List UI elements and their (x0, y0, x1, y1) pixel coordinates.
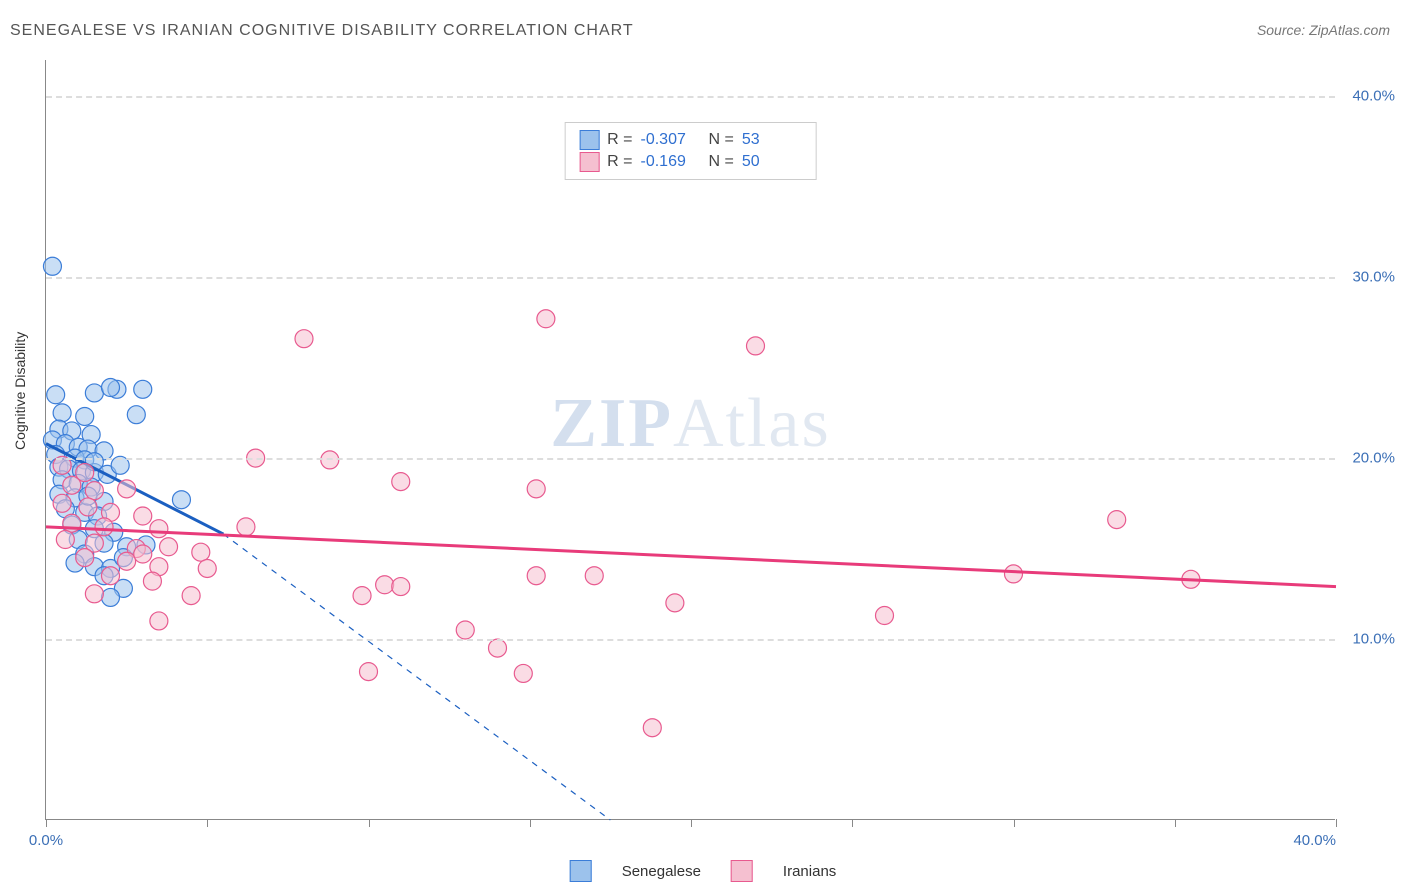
scatter-point (295, 330, 313, 348)
y-tick-label: 10.0% (1352, 631, 1395, 648)
y-tick-label: 40.0% (1352, 88, 1395, 105)
scatter-point (160, 538, 178, 556)
legend-swatch (731, 860, 753, 882)
grid-line (46, 639, 1335, 641)
x-tick (207, 819, 208, 827)
scatter-point (134, 380, 152, 398)
stat-r-value: -0.169 (641, 153, 701, 171)
scatter-point (527, 567, 545, 585)
scatter-point (182, 587, 200, 605)
scatter-point (876, 607, 894, 625)
scatter-point (643, 719, 661, 737)
x-tick (852, 819, 853, 827)
plot-area: ZIPAtlas 10.0%20.0%30.0%40.0% 0.0%40.0% … (45, 60, 1335, 820)
scatter-point (666, 594, 684, 612)
scatter-point (747, 337, 765, 355)
scatter-point (360, 663, 378, 681)
scatter-point (95, 518, 113, 536)
x-tick (1175, 819, 1176, 827)
stat-n-label: N = (709, 131, 734, 149)
stats-row: R = -0.169 N = 50 (579, 152, 802, 172)
x-tick (1014, 819, 1015, 827)
stat-r-label: R = (607, 153, 632, 171)
scatter-point (143, 572, 161, 590)
legend-swatch (579, 152, 599, 172)
scatter-point (79, 498, 97, 516)
legend-label: Senegalese (622, 863, 701, 880)
grid-line (46, 96, 1335, 98)
y-tick-label: 20.0% (1352, 450, 1395, 467)
x-tick (530, 819, 531, 827)
legend-label: Iranians (783, 863, 836, 880)
scatter-point (118, 480, 136, 498)
scatter-point (85, 482, 103, 500)
scatter-point (53, 494, 71, 512)
scatter-point (127, 406, 145, 424)
grid-line (46, 458, 1335, 460)
stat-n-label: N = (709, 153, 734, 171)
scatter-point (392, 473, 410, 491)
source-label: Source: ZipAtlas.com (1257, 22, 1390, 38)
stat-n-value: 50 (742, 153, 802, 171)
x-tick (1336, 819, 1337, 827)
x-tick (369, 819, 370, 827)
scatter-point (118, 552, 136, 570)
scatter-point (102, 588, 120, 606)
regression-extrapolation (223, 534, 610, 820)
scatter-point (43, 257, 61, 275)
scatter-point (237, 518, 255, 536)
scatter-point (376, 576, 394, 594)
stat-n-value: 53 (742, 131, 802, 149)
scatter-point (53, 404, 71, 422)
stats-row: R = -0.307 N = 53 (579, 130, 802, 150)
legend-swatch (579, 130, 599, 150)
bottom-legend: Senegalese Iranians (570, 860, 837, 882)
scatter-point (76, 407, 94, 425)
scatter-point (514, 664, 532, 682)
x-tick-label: 0.0% (29, 832, 63, 849)
stat-r-value: -0.307 (641, 131, 701, 149)
y-axis-label: Cognitive Disability (12, 332, 28, 450)
scatter-point (198, 559, 216, 577)
scatter-point (85, 585, 103, 603)
scatter-point (102, 379, 120, 397)
legend-swatch (570, 860, 592, 882)
scatter-point (489, 639, 507, 657)
scatter-point (353, 587, 371, 605)
scatter-point (1005, 565, 1023, 583)
y-tick-label: 30.0% (1352, 269, 1395, 286)
scatter-point (537, 310, 555, 328)
scatter-point (134, 545, 152, 563)
regression-line (46, 527, 1336, 587)
scatter-point (456, 621, 474, 639)
scatter-point (585, 567, 603, 585)
x-tick-label: 40.0% (1293, 832, 1336, 849)
grid-line (46, 277, 1335, 279)
scatter-point (150, 612, 168, 630)
scatter-point (192, 543, 210, 561)
scatter-point (527, 480, 545, 498)
x-tick (46, 819, 47, 827)
scatter-point (134, 507, 152, 525)
stat-r-label: R = (607, 131, 632, 149)
scatter-point (85, 384, 103, 402)
scatter-point (172, 491, 190, 509)
chart-title: SENEGALESE VS IRANIAN COGNITIVE DISABILI… (10, 22, 634, 40)
scatter-point (150, 520, 168, 538)
scatter-point (47, 386, 65, 404)
x-tick (691, 819, 692, 827)
scatter-point (63, 476, 81, 494)
scatter-point (392, 578, 410, 596)
scatter-point (102, 567, 120, 585)
scatter-point (56, 531, 74, 549)
scatter-point (1108, 511, 1126, 529)
scatter-point (76, 549, 94, 567)
stats-legend-box: R = -0.307 N = 53 R = -0.169 N = 50 (564, 122, 817, 180)
